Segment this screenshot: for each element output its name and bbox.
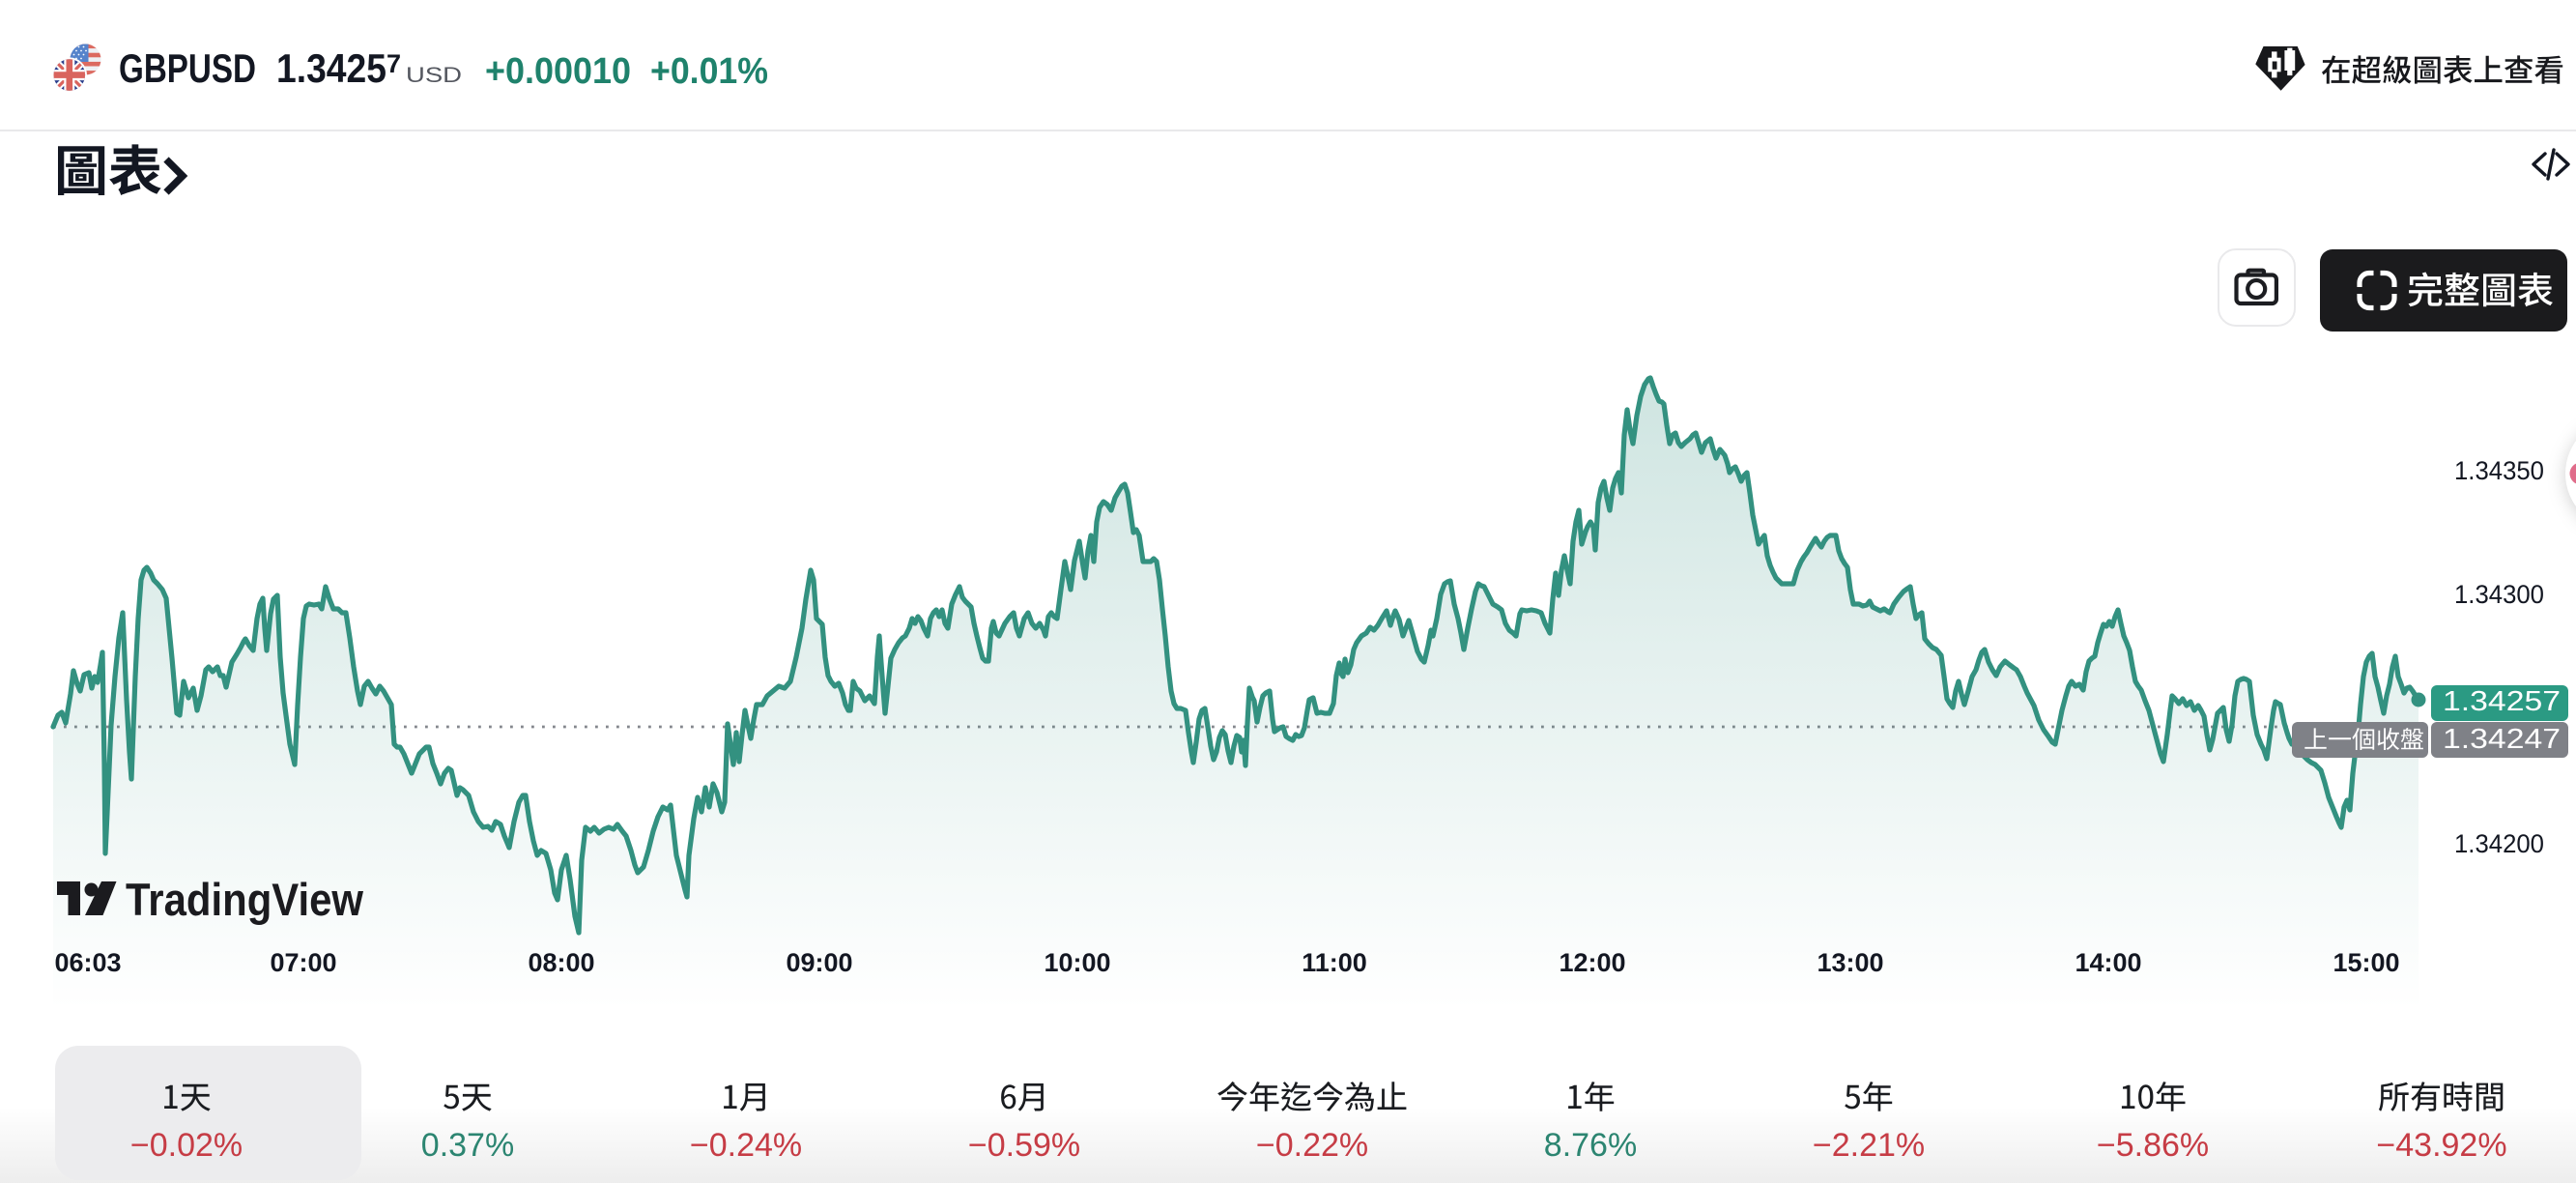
svg-text:−43.92%: −43.92% [2376, 1127, 2506, 1164]
svg-text:TradingView: TradingView [126, 874, 363, 925]
svg-text:1.34350: 1.34350 [2454, 456, 2544, 485]
svg-text:0.37%: 0.37% [421, 1127, 514, 1164]
svg-text:−5.86%: −5.86% [2097, 1127, 2209, 1164]
svg-text:7: 7 [386, 49, 401, 78]
svg-text:15:00: 15:00 [2333, 948, 2399, 977]
svg-text:GBPUSD: GBPUSD [119, 45, 256, 91]
svg-text:14:00: 14:00 [2075, 948, 2141, 977]
svg-text:09:00: 09:00 [786, 948, 852, 977]
svg-text:+0.00010: +0.00010 [485, 51, 631, 92]
svg-text:1.34200: 1.34200 [2454, 829, 2544, 858]
svg-text:+0.01%: +0.01% [650, 51, 768, 92]
svg-text:−0.24%: −0.24% [690, 1127, 802, 1164]
svg-text:−0.02%: −0.02% [130, 1127, 243, 1164]
svg-text:−2.21%: −2.21% [1813, 1127, 1925, 1164]
svg-text:8.76%: 8.76% [1544, 1127, 1637, 1164]
svg-text:11:00: 11:00 [1302, 948, 1367, 977]
svg-text:1.3425: 1.3425 [276, 45, 386, 91]
svg-text:07:00: 07:00 [270, 948, 336, 977]
svg-text:1.34300: 1.34300 [2454, 580, 2544, 609]
svg-text:13:00: 13:00 [1817, 948, 1883, 977]
svg-text:1.34247: 1.34247 [2443, 724, 2561, 755]
svg-text:12:00: 12:00 [1559, 948, 1625, 977]
svg-text:10:00: 10:00 [1044, 948, 1110, 977]
svg-text:06:03: 06:03 [54, 948, 121, 977]
svg-text:−0.59%: −0.59% [968, 1127, 1080, 1164]
svg-text:USD: USD [406, 63, 462, 87]
svg-text:−0.22%: −0.22% [1256, 1127, 1368, 1164]
svg-text:1.34257: 1.34257 [2443, 686, 2561, 717]
svg-text:08:00: 08:00 [528, 948, 594, 977]
